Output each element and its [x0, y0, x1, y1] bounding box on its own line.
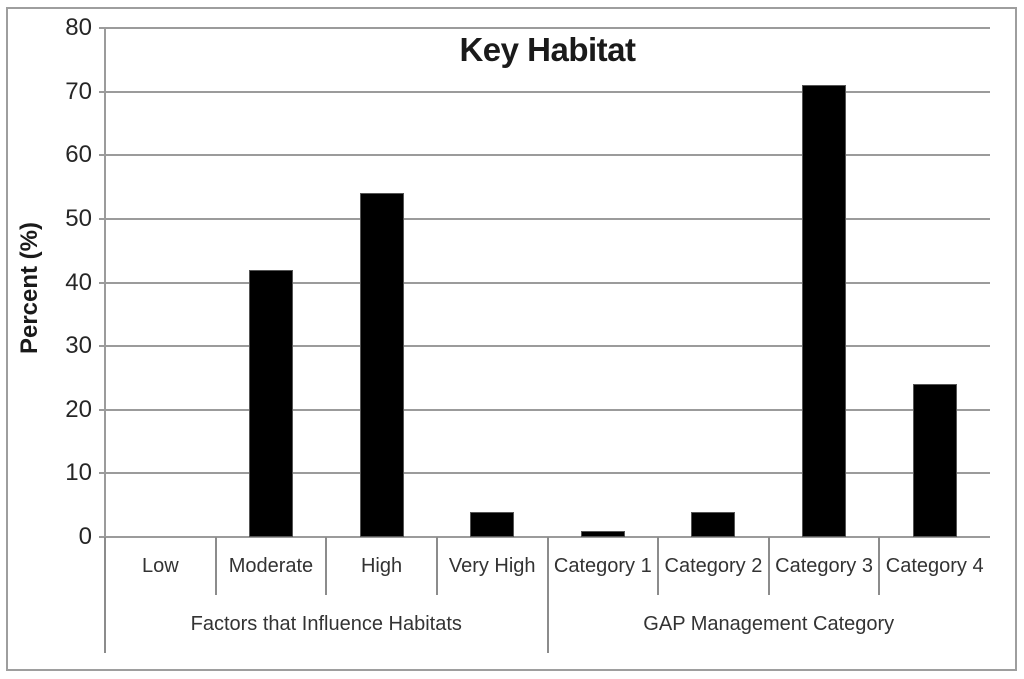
- gridline-40: [99, 281, 990, 284]
- bar-category-4: [912, 384, 957, 537]
- bar-category-3: [802, 85, 847, 537]
- category-label-high: High: [360, 555, 403, 577]
- bar-category-2: [691, 511, 736, 537]
- category-separator: [325, 537, 328, 595]
- gridline-30: [99, 345, 990, 348]
- gridline-60: [99, 154, 990, 157]
- y-tick-label-0: 0: [78, 523, 92, 550]
- gridline-10: [99, 472, 990, 475]
- gridline-0: [99, 536, 990, 538]
- category-separator: [767, 537, 770, 595]
- y-tick-label-30: 30: [65, 332, 92, 360]
- category-label-category-3: Category 3: [775, 555, 873, 577]
- category-separator: [878, 537, 881, 595]
- category-separator: [657, 537, 660, 595]
- y-tick-label-70: 70: [65, 77, 92, 105]
- gridline-20: [99, 408, 990, 411]
- category-separator: [214, 537, 217, 595]
- gridline-80: [99, 27, 990, 29]
- chart-border-frame: [6, 7, 1017, 671]
- y-tick-label-40: 40: [65, 268, 92, 296]
- y-tick-label-50: 50: [65, 204, 92, 232]
- category-label-category-1: Category 1: [553, 555, 652, 577]
- y-tick-label-80: 80: [65, 14, 92, 41]
- category-axis-left-line: [104, 537, 106, 653]
- category-label-low: Low: [141, 555, 179, 577]
- gridline-70: [99, 90, 990, 93]
- bar-high: [359, 193, 404, 537]
- category-label-category-4: Category 4: [885, 555, 984, 577]
- bar-very-high: [470, 511, 515, 537]
- category-separator: [435, 537, 438, 595]
- group-label-1: GAP Management Category: [643, 613, 895, 635]
- gridline-50: [99, 217, 990, 220]
- y-axis-line: [104, 28, 106, 537]
- category-label-moderate: Moderate: [228, 555, 314, 577]
- y-tick-label-60: 60: [65, 141, 92, 169]
- bar-category-1: [580, 530, 625, 537]
- bar-moderate: [248, 269, 293, 537]
- y-tick-label-20: 20: [65, 395, 92, 423]
- category-label-very-high: Very High: [448, 555, 536, 577]
- y-tick-label-10: 10: [65, 459, 92, 487]
- group-label-0: Factors that Influence Habitats: [190, 613, 462, 635]
- category-label-category-2: Category 2: [664, 555, 763, 577]
- group-separator: [546, 537, 549, 653]
- chart-title: Key Habitat: [459, 31, 636, 68]
